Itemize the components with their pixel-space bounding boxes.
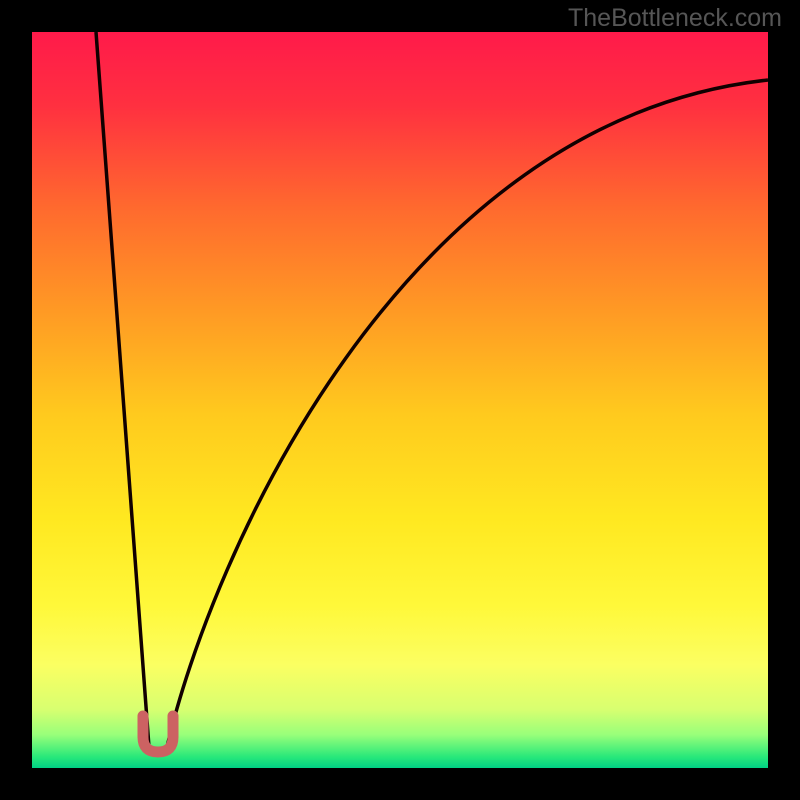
bottleneck-chart <box>0 0 800 800</box>
chart-container: { "watermark": "TheBottleneck.com", "cha… <box>0 0 800 800</box>
watermark-text: TheBottleneck.com <box>568 4 782 33</box>
